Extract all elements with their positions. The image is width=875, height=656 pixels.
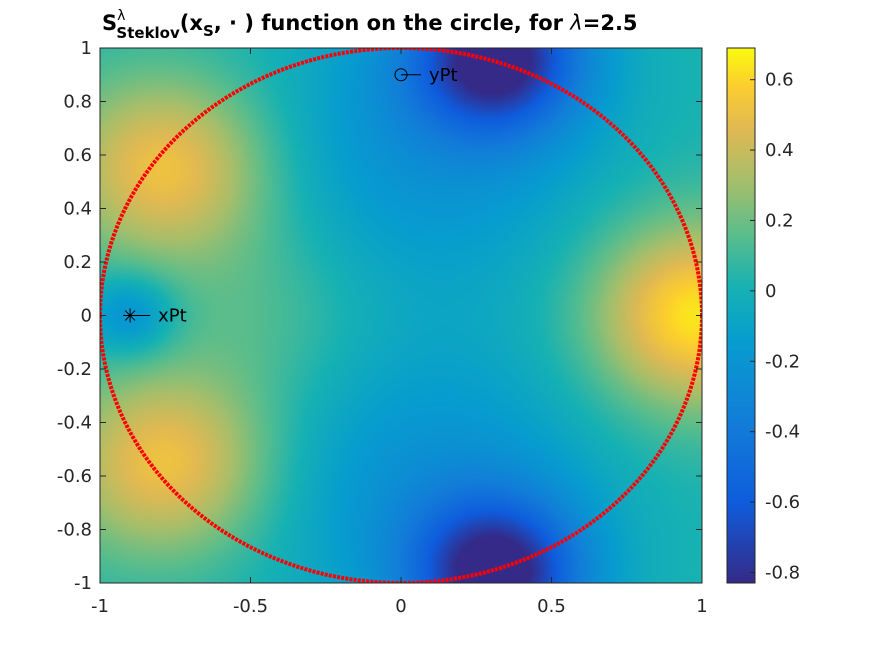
y-tick-label: -1 [74,573,92,594]
colorbar-tick-label: 0.2 [765,210,794,231]
y-axis: -1 -0.8 -0.6 -0.4 -0.2 0 0.2 0.4 0.6 0.8 1 [57,38,702,594]
title-lambda-value: =2.5 [583,11,638,35]
y-tick-label: -0.4 [57,413,92,434]
x-tick-label: 0 [395,596,406,617]
colorbar-ticks: -0.8 -0.6 -0.4 -0.2 0 0.2 0.4 0.6 [750,70,800,583]
colorbar-tick-label: -0.8 [765,562,800,583]
colorbar-tick-label: -0.2 [765,351,800,372]
y-tick-label: -0.2 [57,359,92,380]
point-label-yPt: yPt [429,65,458,86]
point-label-xPt: xPt [158,306,187,327]
colorbar-tick-label: -0.4 [765,422,800,443]
title-s: S [102,11,117,35]
title-open-paren: (x [180,11,204,35]
title-lambda-sup: λ [117,8,125,24]
title-rest: , · ) function on the circle, for [214,11,571,35]
title-s-sub: S [203,22,214,40]
heatmap-image [100,48,702,583]
y-tick-label: 0.8 [63,92,92,113]
x-tick-label: 1 [696,596,707,617]
title-steklov-sub: Steklov [116,24,180,42]
y-tick-label: -0.6 [57,466,92,487]
y-tick-label: 0.4 [63,199,92,220]
title-lambda: λ [569,11,582,35]
point-xPt: xPt [123,306,187,327]
x-tick-label: -1 [91,596,109,617]
y-tick-label: -0.8 [57,520,92,541]
colorbar-tick-label: 0 [765,281,776,302]
colorbar-tick-label: 0.4 [765,140,794,161]
colorbar-tick-label: 0.6 [765,70,794,91]
plot-area [100,48,702,583]
colorbar: -0.8 -0.6 -0.4 -0.2 0 0.2 0.4 0.6 [726,47,800,584]
x-tick-label: -0.5 [233,596,268,617]
x-tick-label: 0.5 [537,596,566,617]
y-tick-label: 0 [81,306,92,327]
y-tick-label: 0.2 [63,252,92,273]
point-yPt: yPt [394,65,458,86]
colorbar-tick-label: -0.6 [765,492,800,513]
y-tick-label: 1 [81,38,92,59]
markers-layer: xPt yPt [123,65,458,327]
colorbar-gradient [726,47,756,584]
y-tick-label: 0.6 [63,145,92,166]
x-axis: -1 -0.5 0 0.5 1 [91,48,708,617]
chart-title: Sλ Steklov(xS, · ) function on the circle… [102,8,638,42]
